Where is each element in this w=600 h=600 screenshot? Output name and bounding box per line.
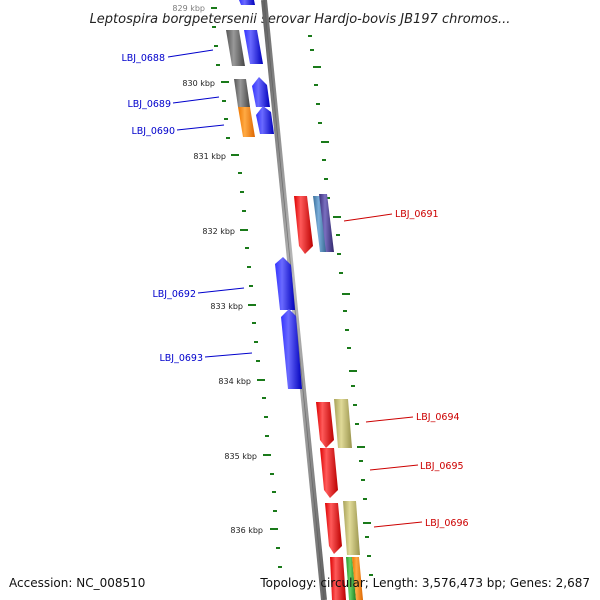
label-lbj-0693[interactable]: LBJ_0693 bbox=[159, 353, 203, 364]
kbp-833: 833 kbp bbox=[210, 302, 243, 311]
label-lbj-0689[interactable]: LBJ_0689 bbox=[127, 99, 171, 110]
label-leader-lines bbox=[167, 49, 423, 528]
label-lbj-0692[interactable]: LBJ_0692 bbox=[152, 289, 196, 300]
gene-lbj-0691-feature-a bbox=[313, 196, 327, 252]
gene-lbj-0691-arrow[interactable] bbox=[294, 196, 313, 254]
gene-lbj-0696-arrow[interactable] bbox=[325, 503, 342, 554]
label-lbj-0696[interactable]: LBJ_0696 bbox=[425, 518, 469, 529]
kbp-831: 831 kbp bbox=[193, 152, 226, 161]
topology-summary: Topology: circular; Length: 3,576,473 bp… bbox=[259, 576, 590, 590]
gene-arrow-top-partial[interactable] bbox=[239, 0, 255, 5]
kbp-835: 835 kbp bbox=[224, 452, 257, 461]
gene-lbj-0695-arrow[interactable] bbox=[320, 448, 338, 498]
gene-lbj-0690-arrow[interactable] bbox=[256, 106, 274, 134]
gene-lbj-0688-arrow[interactable] bbox=[244, 30, 263, 64]
gene-lbj-0691-feature-b bbox=[319, 194, 334, 252]
kbp-836: 836 kbp bbox=[230, 526, 263, 535]
gene-feature-bottom-orange bbox=[352, 557, 363, 600]
kbp-834: 834 kbp bbox=[218, 377, 251, 386]
gene-lbj-0690-feature bbox=[238, 107, 255, 137]
kbp-830: 830 kbp bbox=[182, 79, 215, 88]
label-lbj-0690[interactable]: LBJ_0690 bbox=[131, 126, 175, 137]
gene-lbj-0694-feature bbox=[334, 399, 352, 448]
outer-tick-ring bbox=[308, 35, 373, 576]
gene-lbj-0694-arrow[interactable] bbox=[316, 402, 334, 448]
label-lbj-0694[interactable]: LBJ_0694 bbox=[416, 412, 460, 423]
kbp-829: 829 kbp bbox=[172, 4, 205, 13]
gene-arrow-bottom-red[interactable] bbox=[330, 557, 346, 600]
inner-tick-ring bbox=[211, 7, 282, 568]
map-title: Leptospira borgpetersenii serovar Hardjo… bbox=[90, 12, 511, 27]
gene-lbj-0693-arrow[interactable] bbox=[281, 309, 302, 389]
gene-lbj-0688-feature bbox=[226, 30, 245, 66]
gene-lbj-0689-feature bbox=[234, 79, 250, 107]
accession-text: Accession: NC_008510 bbox=[9, 576, 145, 590]
gene-lbj-0689-arrow[interactable] bbox=[252, 77, 270, 107]
label-lbj-0695[interactable]: LBJ_0695 bbox=[420, 461, 464, 472]
gene-lbj-0696-feature bbox=[343, 501, 360, 555]
gene-lbj-0692-arrow[interactable] bbox=[275, 257, 295, 310]
gene-feature-bottom-green bbox=[346, 557, 356, 600]
label-lbj-0688[interactable]: LBJ_0688 bbox=[121, 53, 165, 64]
kbp-832: 832 kbp bbox=[202, 227, 235, 236]
label-lbj-0691[interactable]: LBJ_0691 bbox=[395, 209, 439, 220]
